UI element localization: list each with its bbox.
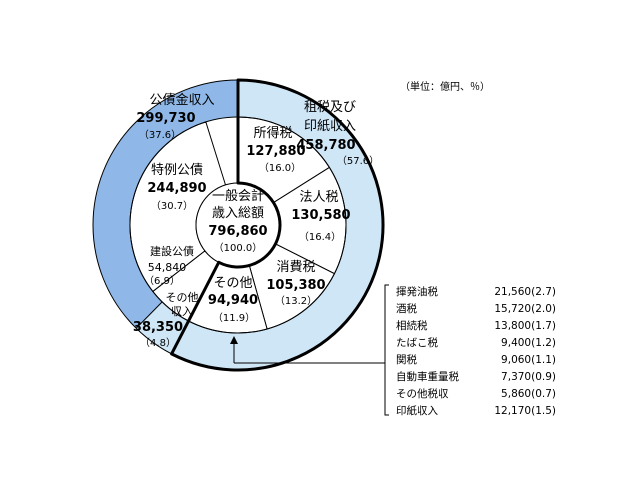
bond-revenue-label: 公債金収入 — [149, 92, 214, 108]
other-tax-pct: （11.9） — [213, 312, 255, 324]
outer-sector-tax-revenue — [171, 80, 383, 371]
bond-revenue-pct: （37.6） — [139, 129, 181, 141]
outer-sector-other-revenue — [136, 301, 189, 354]
breakdown-value: 7,370(0.9) — [501, 371, 556, 383]
sector-layer — [93, 80, 383, 371]
tax-revenue-label-line1: 租税及び — [304, 100, 356, 115]
tax-revenue-label-line2: 印紙収入 — [304, 119, 356, 134]
corporate-tax-value: 130,580 — [291, 208, 350, 223]
breakdown-value: 15,720(2.0) — [494, 303, 556, 315]
special-bond-label: 特例公債 — [151, 163, 203, 178]
breakdown-name: 酒税 — [396, 302, 417, 315]
other-tax-breakdown: 揮発油税 21,560(2.7) 酒税 15,720(2.0) 相続税 13,8… — [396, 285, 556, 417]
breakdown-name: 関税 — [396, 353, 417, 366]
breakdown-value: 13,800(1.7) — [494, 320, 556, 332]
tax-revenue-value: 458,780 — [296, 138, 355, 153]
income-tax-value: 127,880 — [246, 144, 305, 159]
construction-bond-value: 54,840 — [148, 261, 187, 274]
other-revenue-value: 38,350 — [133, 320, 183, 335]
other-tax-label: その他 — [213, 276, 252, 291]
income-tax-pct: （16.0） — [259, 162, 301, 174]
other-revenue-pct: （4.8） — [140, 337, 176, 349]
unit-note: （単位：億円、％） — [400, 80, 490, 93]
construction-bond-pct: （6.9） — [144, 275, 180, 287]
consumption-tax-value: 105,380 — [266, 278, 325, 293]
special-bond-value: 244,890 — [147, 181, 206, 196]
center-label-line1: 一般会計 — [212, 188, 264, 204]
center-value: 796,860 — [208, 224, 267, 239]
breakdown-value: 9,400(1.2) — [501, 337, 556, 349]
label-layer: （単位：億円、％） 一般会計 歳入総額 796,860 （100.0） 公債金収… — [133, 80, 556, 417]
breakdown-name: 印紙収入 — [396, 404, 438, 417]
other-revenue-label-line2: 収入 — [171, 305, 193, 318]
breakdown-value: 21,560(2.7) — [494, 286, 556, 298]
tax-revenue-pct: （57.6） — [337, 155, 379, 167]
income-tax-label: 所得税 — [253, 125, 292, 141]
outer-divider — [135, 301, 163, 329]
breakdown-name: 揮発油税 — [396, 285, 438, 298]
construction-bond-label: 建設公債 — [150, 244, 194, 258]
breakdown-value: 5,860(0.7) — [501, 388, 556, 400]
breakdown-value: 12,170(1.5) — [494, 405, 556, 417]
tax-sector-highlight — [170, 78, 385, 372]
other-revenue-label-line1: その他 — [166, 291, 199, 304]
callout-arrowhead — [230, 336, 238, 344]
breakdown-name: たばこ税 — [396, 336, 438, 349]
other-tax-value: 94,940 — [208, 293, 258, 308]
breakdown-value: 9,060(1.1) — [501, 354, 556, 366]
consumption-tax-label: 消費税 — [276, 260, 315, 275]
consumption-tax-pct: （13.2） — [275, 295, 317, 307]
line-layer — [92, 78, 389, 416]
bond-revenue-value: 299,730 — [136, 111, 195, 126]
breakdown-name: その他税収 — [396, 387, 449, 400]
center-pct: （100.0） — [214, 242, 263, 254]
breakdown-name: 相続税 — [396, 319, 428, 332]
corporate-tax-pct: （16.4） — [299, 231, 341, 243]
outer-sector-bond-revenue — [93, 80, 238, 329]
breakdown-bracket — [384, 284, 389, 416]
corporate-tax-label: 法人税 — [299, 190, 338, 205]
center-label-line2: 歳入総額 — [212, 206, 264, 221]
breakdown-name: 自動車重量税 — [396, 370, 459, 383]
special-bond-pct: （30.7） — [151, 200, 193, 212]
